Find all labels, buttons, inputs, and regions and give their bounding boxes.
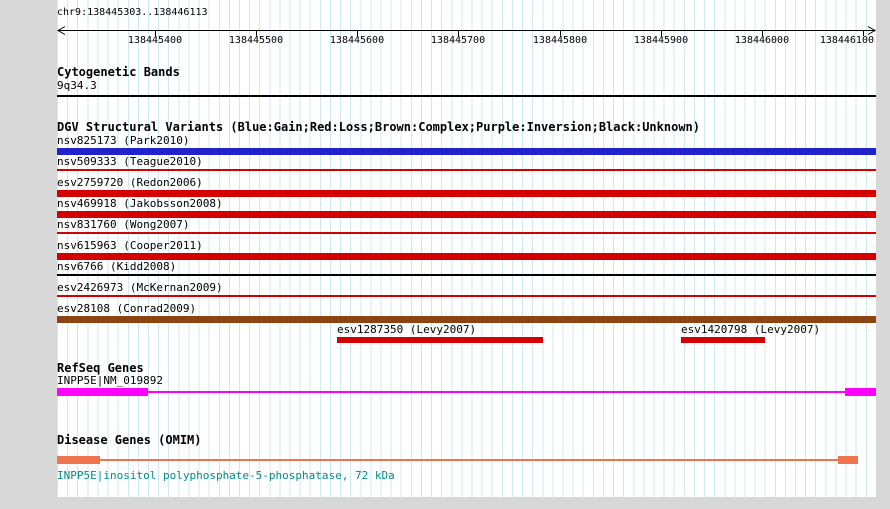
section-title-omim: Disease Genes (OMIM) — [57, 433, 202, 447]
ruler-tick-label: 138445500 — [228, 35, 284, 46]
omim-exon[interactable] — [838, 456, 858, 464]
variant-bar[interactable] — [57, 253, 876, 260]
ruler-tick — [863, 30, 864, 36]
track-panel — [57, 0, 876, 497]
variant-label: nsv825173 (Park2010) — [57, 134, 190, 147]
variant-label: esv2426973 (McKernan2009) — [57, 281, 223, 294]
ruler-tick-label: 138445800 — [532, 35, 588, 46]
refseq-exon[interactable] — [57, 388, 148, 396]
section-title-dgv: DGV Structural Variants (Blue:Gain;Red:L… — [57, 120, 700, 134]
variant-bar[interactable] — [57, 232, 876, 234]
variant-bar[interactable] — [57, 169, 876, 171]
ruler-tick — [256, 30, 257, 36]
ruler-tick — [661, 30, 662, 36]
cytoband-label: 9q34.3 — [57, 79, 97, 92]
omim-exon[interactable] — [57, 456, 100, 464]
ruler-tick — [560, 30, 561, 36]
refseq-exon[interactable] — [845, 388, 876, 396]
variant-label: nsv6766 (Kidd2008) — [57, 260, 177, 273]
variant-label: nsv831760 (Wong2007) — [57, 218, 190, 231]
variant-bar[interactable] — [57, 211, 876, 218]
ruler-tick-label: 138446100 — [819, 35, 874, 46]
variant-bar[interactable] — [57, 148, 876, 155]
omim-gene-label: INPP5E|inositol polyphosphate-5-phosphat… — [57, 469, 395, 482]
variant-label: esv1420798 (Levy2007) — [681, 323, 821, 336]
region-label: chr9:138445303..138446113 — [57, 7, 208, 18]
variant-bar[interactable] — [57, 190, 876, 197]
refseq-gene-label: INPP5E|NM_019892 — [57, 374, 163, 387]
variant-label: esv28108 (Conrad2009) — [57, 302, 197, 315]
ruler-tick-label: 138445400 — [127, 35, 183, 46]
ruler-tick — [357, 30, 358, 36]
ruler-tick — [155, 30, 156, 36]
variant-bar[interactable] — [57, 316, 876, 323]
ruler-tick — [458, 30, 459, 36]
variant-label: nsv615963 (Cooper2011) — [57, 239, 203, 252]
section-title-refseq: RefSeq Genes — [57, 361, 144, 375]
refseq-intron-line — [148, 391, 845, 393]
variant-bar[interactable] — [57, 295, 876, 297]
ruler-arrow[interactable] — [57, 24, 876, 37]
omim-intron-line — [100, 459, 838, 461]
variant-label: esv2759720 (Redon2006) — [57, 176, 203, 189]
cytoband-bar[interactable] — [57, 95, 876, 97]
ruler-tick-label: 138445700 — [430, 35, 486, 46]
variant-label: nsv469918 (Jakobsson2008) — [57, 197, 223, 210]
variant-label: nsv509333 (Teague2010) — [57, 155, 203, 168]
ruler-tick-label: 138445600 — [329, 35, 385, 46]
variant-bar[interactable] — [681, 337, 765, 343]
variant-bar[interactable] — [57, 274, 876, 276]
ruler-tick-label: 138445900 — [633, 35, 689, 46]
section-title-cytogenetic: Cytogenetic Bands — [57, 65, 180, 79]
ruler-tick — [762, 30, 763, 36]
variant-label: esv1287350 (Levy2007) — [337, 323, 477, 336]
variant-bar[interactable] — [337, 337, 543, 343]
ruler-tick-label: 138446000 — [734, 35, 790, 46]
